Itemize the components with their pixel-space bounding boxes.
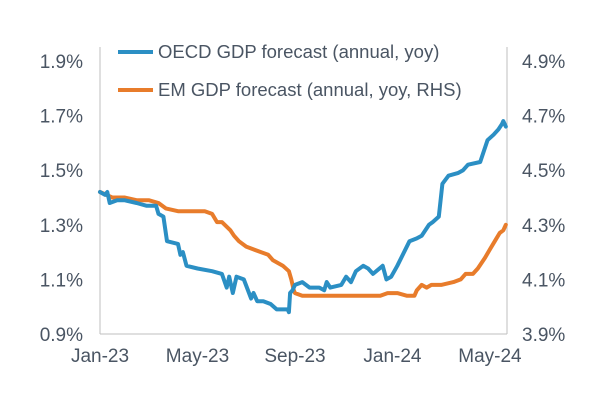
right-y-tick-label: 4.1% (522, 270, 565, 291)
left-y-tick-label: 1.5% (40, 161, 83, 182)
right-y-tick-label: 3.9% (522, 325, 565, 346)
chart-legend: OECD GDP forecast (annual, yoy) EM GDP fo… (118, 41, 462, 100)
x-tick-label: May-24 (458, 346, 522, 367)
left-y-tick-label: 1.3% (40, 216, 83, 237)
x-tick-labels: Jan-23 May-23 Sep-23 Jan-24 May-24 (71, 346, 522, 367)
right-y-tick-labels: 3.9% 4.1% 4.3% 4.5% 4.7% 4.9% (522, 52, 565, 346)
oecd-gdp-series-line (98, 119, 508, 315)
right-y-tick-label: 4.3% (522, 216, 565, 237)
x-tick-label: Jan-23 (71, 346, 129, 367)
left-y-tick-label: 0.9% (40, 325, 83, 346)
legend-label-em: EM GDP forecast (annual, yoy, RHS) (158, 79, 462, 100)
left-y-tick-label: 1.7% (40, 107, 83, 128)
em-gdp-series-line (98, 190, 508, 298)
x-tick-label: Jan-24 (363, 346, 422, 367)
right-y-tick-label: 4.5% (522, 161, 565, 182)
right-y-tick-label: 4.7% (522, 107, 565, 128)
x-tick-label: May-23 (166, 346, 229, 367)
legend-label-oecd: OECD GDP forecast (annual, yoy) (158, 41, 439, 62)
left-y-tick-labels: 0.9% 1.1% 1.3% 1.5% 1.7% 1.9% (40, 52, 83, 346)
left-y-tick-label: 1.1% (40, 270, 83, 291)
series-lines (98, 119, 508, 315)
right-y-tick-label: 4.9% (522, 52, 565, 73)
x-tick-label: Sep-23 (264, 346, 325, 367)
left-y-tick-label: 1.9% (40, 52, 83, 73)
